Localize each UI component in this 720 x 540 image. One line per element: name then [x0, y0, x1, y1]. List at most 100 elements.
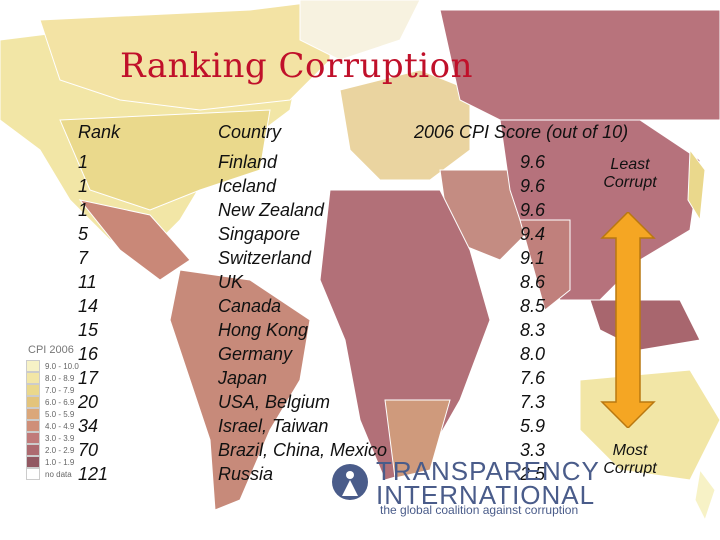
- most-corrupt-line2: Corrupt: [603, 460, 657, 477]
- europe-region: [339, 69, 471, 181]
- most-corrupt-line1: Most: [612, 442, 648, 459]
- transparency-international-logo-icon: [332, 464, 368, 500]
- least-corrupt-label: Least Corrupt: [590, 156, 670, 192]
- score-cell: 8.0: [520, 344, 546, 364]
- country-column: Finland Iceland New Zealand Singapore Switze…: [218, 150, 387, 486]
- greenland-region: [299, 0, 421, 61]
- rank-cell: 11: [78, 272, 97, 292]
- logo-head: [346, 471, 354, 479]
- country-cell: Israel, Taiwan: [218, 416, 329, 436]
- rank-cell: 20: [78, 392, 99, 412]
- logo-tagline: the global coalition against corruption: [380, 503, 579, 517]
- legend-item: 4.0 - 4.9: [26, 420, 79, 432]
- legend-label: 7.0 - 7.9: [45, 385, 75, 395]
- score-cell: 9.6: [520, 176, 546, 196]
- legend-swatch: [26, 432, 40, 444]
- legend-label: 9.0 - 10.0: [45, 361, 79, 371]
- mexico-region: [78, 199, 191, 281]
- logo-line2: INTERNATIONAL: [376, 480, 596, 510]
- legend-item: no data: [26, 468, 79, 480]
- legend-swatch: [26, 384, 40, 396]
- legend-label: 4.0 - 4.9: [45, 421, 75, 431]
- cpi-legend: 9.0 - 10.0 8.0 - 8.9 7.0 - 7.9 6.0 - 6.9 5.0…: [26, 360, 79, 480]
- australia-region: [579, 369, 720, 481]
- rank-cell: 5: [78, 224, 89, 244]
- rank-cell: 70: [78, 440, 99, 460]
- rank-cell: 7: [78, 248, 89, 268]
- score-cell: 8.6: [520, 272, 546, 292]
- canada-region: [39, 0, 331, 111]
- legend-item: 3.0 - 3.9: [26, 432, 79, 444]
- southern-africa-region: [384, 399, 451, 479]
- score-cell: 9.1: [520, 248, 546, 268]
- country-cell: USA, Belgium: [218, 392, 331, 412]
- legend-swatch: [26, 396, 40, 408]
- legend-item: 5.0 - 5.9: [26, 408, 79, 420]
- score-cell: 2.5: [520, 464, 546, 484]
- score-cell: 5.9: [520, 416, 546, 436]
- country-cell: Russia: [218, 464, 274, 484]
- legend-label: no data: [45, 469, 72, 479]
- rank-cell: 1: [78, 152, 89, 172]
- rank-cell: 16: [78, 344, 99, 364]
- legend-swatch: [26, 372, 40, 384]
- country-cell: Hong Kong: [218, 320, 309, 340]
- legend-item: 8.0 - 8.9: [26, 372, 79, 384]
- score-header: 2006 CPI Score (out of 10): [414, 122, 629, 142]
- least-corrupt-line2: Corrupt: [603, 174, 657, 191]
- rank-header: Rank: [78, 122, 121, 142]
- legend-label: 8.0 - 8.9: [45, 373, 75, 383]
- score-cell: 9.6: [520, 152, 546, 172]
- score-column: 9.6 9.6 9.6 9.4 9.1 8.6 8.5 8.3 8.0 7.6 7.3 5.9 3.3 2…: [520, 150, 545, 486]
- rank-cell: 121: [78, 464, 109, 484]
- logo-line1: TRANSPARENCY: [376, 456, 600, 486]
- score-cell: 3.3: [520, 440, 546, 460]
- score-cell: 8.3: [520, 320, 546, 340]
- country-cell: UK: [218, 272, 244, 292]
- country-cell: Canada: [218, 296, 282, 316]
- score-cell: 9.4: [520, 224, 546, 244]
- country-cell: Finland: [218, 152, 278, 172]
- legend-label: 6.0 - 6.9: [45, 397, 75, 407]
- india-region: [519, 219, 571, 311]
- rank-cell: 1: [78, 176, 89, 196]
- country-cell: Iceland: [218, 176, 277, 196]
- legend-label: 2.0 - 2.9: [45, 445, 75, 455]
- legend-label: 1.0 - 1.9: [45, 457, 75, 467]
- legend-swatch: [26, 444, 40, 456]
- country-cell: Switzerland: [218, 248, 312, 268]
- legend-item: 9.0 - 10.0: [26, 360, 79, 372]
- legend-swatch: [26, 468, 40, 480]
- japan-region: [687, 148, 706, 222]
- country-header: Country: [218, 122, 282, 142]
- legend-swatch: [26, 408, 40, 420]
- arrow-shape: [600, 212, 656, 428]
- country-cell: Germany: [218, 344, 293, 364]
- legend-label: 3.0 - 3.9: [45, 433, 75, 443]
- country-cell: New Zealand: [218, 200, 325, 220]
- legend-item: 2.0 - 2.9: [26, 444, 79, 456]
- legend-swatch: [26, 360, 40, 372]
- country-cell: Singapore: [218, 224, 301, 244]
- legend-item: 1.0 - 1.9: [26, 456, 79, 468]
- new-zealand-region: [694, 468, 716, 522]
- legend-swatch: [26, 456, 40, 468]
- score-cell: 7.6: [520, 368, 546, 388]
- south-america-region: [169, 269, 311, 511]
- score-cell: 9.6: [520, 200, 546, 220]
- double-arrow-icon: [600, 212, 656, 428]
- legend-label: 5.0 - 5.9: [45, 409, 75, 419]
- rank-column: 1 1 1 5 7 11 14 15 16 17 20 34 70 121: [78, 150, 108, 486]
- country-cell: Brazil, China, Mexico: [218, 440, 388, 460]
- rank-cell: 34: [78, 416, 99, 436]
- score-cell: 8.5: [520, 296, 546, 316]
- legend-title: CPI 2006: [28, 344, 74, 356]
- legend-item: 6.0 - 6.9: [26, 396, 79, 408]
- country-cell: Japan: [218, 368, 268, 388]
- legend-item: 7.0 - 7.9: [26, 384, 79, 396]
- usa-region: [59, 109, 271, 211]
- rank-cell: 15: [78, 320, 99, 340]
- rank-cell: 17: [78, 368, 99, 388]
